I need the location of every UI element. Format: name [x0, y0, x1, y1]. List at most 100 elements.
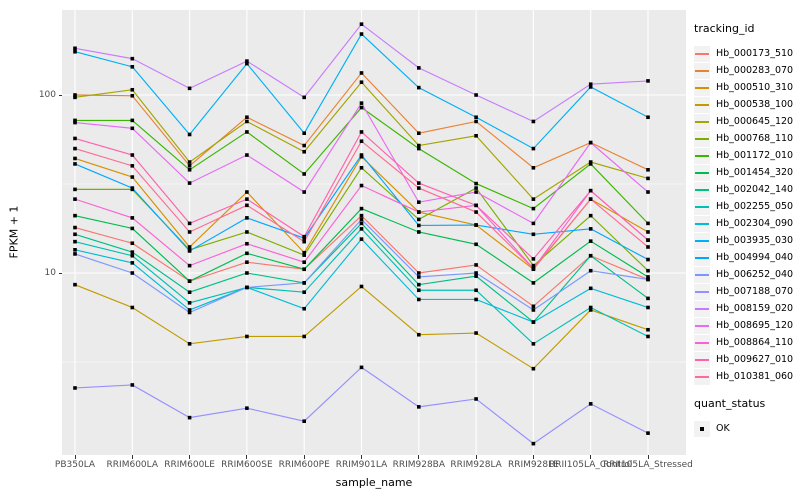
data-point: [588, 162, 593, 166]
data-point: [417, 275, 421, 279]
data-point: [646, 275, 650, 279]
legend-quant-list: OK: [694, 420, 798, 437]
data-point: [531, 146, 536, 151]
plot-canvas: [62, 10, 686, 455]
data-point: [302, 290, 306, 295]
data-point: [646, 296, 650, 301]
gridlines-minor: [62, 183, 686, 363]
points-Hb_001172_010: [73, 105, 650, 226]
legend-key-swatch: [694, 113, 710, 130]
data-point: [73, 239, 77, 244]
data-point: [417, 282, 421, 287]
data-point: [531, 441, 536, 446]
data-point: [359, 80, 364, 85]
data-point: [73, 136, 77, 141]
data-point: [417, 66, 421, 70]
data-point: [531, 206, 536, 211]
legend-line-icon: [695, 52, 709, 55]
legend-item-label: Hb_000538_100: [716, 99, 794, 110]
legend-item-label: OK: [716, 423, 730, 434]
y-tick-label: 100: [38, 90, 56, 100]
data-point: [531, 308, 536, 312]
data-point: [417, 181, 421, 185]
legend-key-swatch: [694, 266, 710, 283]
data-point: [474, 186, 478, 190]
data-point: [187, 230, 192, 234]
legend-key-swatch: [694, 79, 710, 96]
x-tick-mark: [74, 455, 76, 459]
legend-item: Hb_000538_100: [694, 96, 798, 113]
legend-line-icon: [695, 341, 709, 344]
y-tick-mark: [58, 94, 62, 96]
data-point: [474, 203, 478, 208]
legend-key-swatch: [694, 96, 710, 113]
x-tick-mark: [131, 455, 133, 459]
data-point: [302, 131, 306, 136]
data-point: [130, 216, 135, 220]
data-point: [302, 419, 306, 424]
data-point: [474, 115, 478, 120]
data-point: [359, 22, 364, 26]
data-point: [302, 267, 306, 272]
data-point: [187, 308, 192, 312]
data-point: [531, 342, 536, 346]
legend-key-swatch: [694, 283, 710, 300]
data-point: [245, 197, 249, 201]
data-point: [531, 221, 536, 226]
data-point: [588, 268, 593, 273]
legend-item-label: Hb_002255_050: [716, 201, 794, 212]
legend-line-icon: [695, 375, 709, 378]
data-point: [73, 162, 77, 166]
data-point: [646, 238, 650, 242]
data-point: [130, 226, 135, 231]
data-point: [417, 288, 421, 293]
data-point: [417, 200, 421, 204]
x-axis-title: sample_name: [335, 476, 413, 489]
x-tick-label: RRIM600PE: [278, 460, 330, 470]
data-point: [187, 245, 192, 249]
y-axis-title: FPKM + 1: [7, 205, 21, 259]
data-point: [417, 223, 421, 228]
data-point: [245, 251, 249, 256]
data-point: [302, 234, 306, 239]
legend-key-swatch: [694, 181, 710, 198]
points-Hb_004994_040: [73, 153, 650, 262]
x-tick-mark: [418, 455, 420, 459]
data-point: [130, 253, 135, 258]
data-point: [245, 230, 249, 234]
data-point: [187, 290, 192, 295]
data-point: [359, 71, 364, 75]
data-point: [130, 241, 135, 246]
data-point: [187, 310, 192, 315]
data-point: [474, 263, 478, 267]
data-point: [245, 260, 249, 264]
legend-title-tracking-id: tracking_id: [694, 22, 755, 35]
data-point: [646, 327, 650, 332]
data-point: [73, 187, 77, 192]
legend-line-icon: [695, 120, 709, 123]
data-point: [531, 232, 536, 237]
legend-item-label: Hb_000173_510: [716, 48, 794, 59]
legend-key-swatch: [694, 215, 710, 232]
x-tick-label: RRIM600SE: [221, 460, 273, 470]
data-point: [531, 320, 536, 324]
legend-line-icon: [695, 171, 709, 174]
x-tick-label: RRIM901LA: [335, 460, 388, 470]
data-point: [73, 93, 77, 97]
data-point: [359, 165, 364, 170]
data-point: [187, 181, 192, 185]
data-point: [130, 250, 135, 254]
points-Hb_000645_120: [73, 80, 650, 201]
data-point: [359, 237, 364, 241]
data-point: [245, 130, 249, 134]
legend-item: Hb_010381_060: [694, 368, 798, 385]
data-point: [245, 285, 249, 290]
legend-item: Hb_002304_090: [694, 215, 798, 232]
data-point: [245, 334, 249, 339]
legend-line-icon: [695, 307, 709, 310]
legend-item: Hb_002255_050: [694, 198, 798, 215]
data-point: [359, 217, 364, 222]
data-point: [646, 115, 650, 120]
legend-key-swatch: [694, 147, 710, 164]
data-point: [474, 331, 478, 335]
